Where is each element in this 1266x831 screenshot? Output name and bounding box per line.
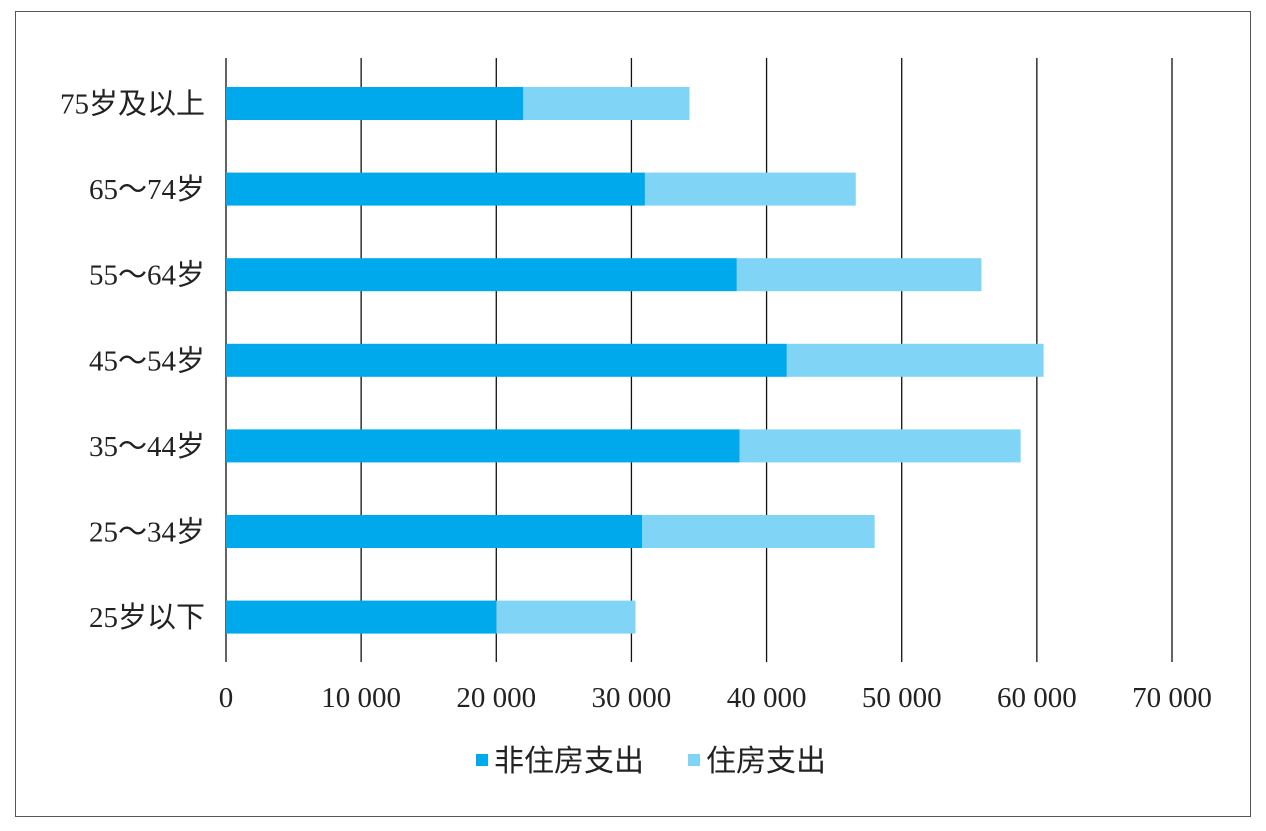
x-tick-label: 50 000 (862, 682, 942, 714)
bar-segment-housing (736, 258, 982, 292)
bar-segment-non-housing (226, 258, 737, 292)
category-label: 75岁及以上 (60, 88, 205, 121)
x-tick-label: 40 000 (727, 682, 807, 714)
bar-segment-non-housing (226, 600, 497, 634)
x-tick-label: 30 000 (592, 682, 672, 714)
legend-swatch (688, 754, 700, 766)
bar-segment-housing (523, 87, 690, 120)
category-label: 25岁以下 (89, 601, 205, 634)
bar-segment-non-housing (226, 429, 740, 463)
bar-segment-housing (786, 343, 1044, 377)
bar-segment-housing (496, 600, 636, 634)
legend-label: 非住房支出 (494, 745, 644, 778)
category-label: 55～64岁 (89, 259, 205, 292)
bar-segment-housing (739, 429, 1021, 463)
x-tick-label: 70 000 (1132, 682, 1212, 714)
category-label: 35～44岁 (89, 430, 205, 463)
legend-label: 住房支出 (706, 745, 826, 778)
category-label: 45～54岁 (89, 344, 205, 377)
bar-segment-housing (644, 172, 856, 206)
x-tick-label: 0 (219, 682, 234, 714)
x-tick-label: 20 000 (456, 682, 536, 714)
category-labels: 75岁及以上 65～74岁 55～64岁 45～54岁 35～44岁 25～34岁 25岁以… (60, 88, 205, 635)
bars (226, 87, 1044, 634)
bar-segment-housing (642, 515, 875, 548)
x-tick-labels: 0 10 000 20 000 30 000 40 000 50 000 60 000 70 … (219, 682, 1212, 714)
category-label: 65～74岁 (89, 173, 205, 206)
x-tick-label: 60 000 (997, 682, 1077, 714)
legend-swatch (476, 754, 488, 766)
legend: 非住房支出 住房支出 (476, 745, 826, 778)
bar-segment-non-housing (226, 515, 643, 548)
bar-segment-non-housing (226, 172, 645, 206)
x-tick-label: 10 000 (321, 682, 401, 714)
category-label: 25～34岁 (89, 516, 205, 549)
chart-frame (15, 11, 1251, 817)
bar-segment-non-housing (226, 343, 787, 377)
bar-segment-non-housing (226, 87, 524, 120)
